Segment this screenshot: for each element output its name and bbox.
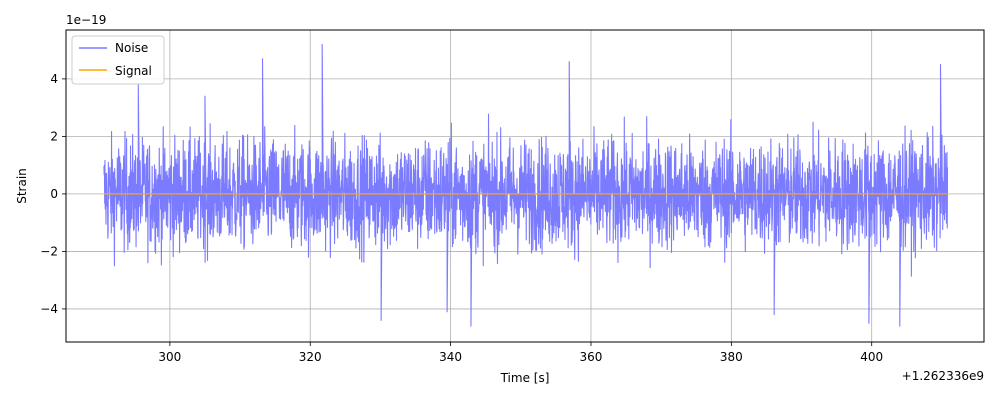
y-tick-label: 0 — [50, 187, 58, 201]
y-tick-label: 2 — [50, 129, 58, 143]
x-tick-label: 360 — [580, 350, 603, 364]
y-tick-label: 4 — [50, 72, 58, 86]
legend: Noise Signal — [71, 35, 165, 85]
x-tick-label: 340 — [439, 350, 462, 364]
x-tick-label: 380 — [720, 350, 743, 364]
legend-signal-label: Signal — [115, 64, 152, 78]
x-offset-label: +1.262336e9 — [902, 369, 984, 383]
y-axis-ticks: −4 −2 0 2 4 — [40, 72, 66, 316]
y-tick-label: −4 — [40, 302, 58, 316]
x-axis-ticks: 300 320 340 360 380 400 — [158, 342, 883, 364]
noise-series-line — [103, 43, 949, 327]
x-tick-label: 300 — [158, 350, 181, 364]
legend-noise-label: Noise — [115, 41, 148, 55]
y-tick-label: −2 — [40, 244, 58, 258]
y-axis-label: Strain — [15, 168, 29, 204]
y-scale-label: 1e−19 — [66, 13, 106, 27]
x-tick-label: 320 — [299, 350, 322, 364]
x-tick-label: 400 — [860, 350, 883, 364]
x-axis-label: Time [s] — [500, 371, 550, 385]
plot-frame — [65, 29, 985, 343]
plot-area — [103, 43, 949, 327]
